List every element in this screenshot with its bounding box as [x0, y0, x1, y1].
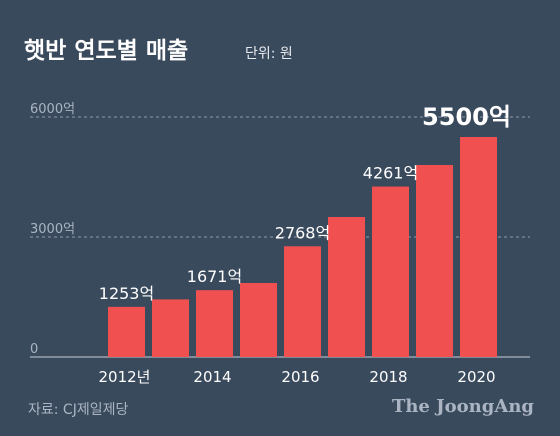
bar	[240, 283, 277, 357]
data-label: 1253억	[99, 284, 154, 303]
y-tick-label: 0	[30, 342, 38, 357]
bar	[460, 137, 497, 357]
data-label: 2768억	[275, 223, 330, 242]
bar	[152, 299, 189, 357]
bar	[416, 165, 453, 357]
x-axis-tick-labels: 2012년 2014 2016 2018 2020	[99, 368, 496, 386]
y-tick-label: 3000억	[30, 222, 75, 237]
bar	[108, 306, 145, 357]
bars	[108, 137, 497, 357]
bar	[284, 246, 321, 357]
publisher-logo: The JoongAng	[392, 396, 534, 417]
x-tick-label: 2020	[457, 368, 495, 386]
data-label: 5500억	[422, 103, 511, 131]
x-tick-label: 2018	[369, 368, 407, 386]
y-tick-label: 6000억	[30, 102, 75, 117]
x-tick-label: 2016	[281, 368, 319, 386]
bar	[328, 217, 365, 357]
y-axis-tick-labels: 0 3000억 6000억	[30, 102, 75, 357]
data-label: 1671억	[187, 267, 242, 286]
x-tick-label: 2012년	[99, 368, 151, 386]
bar	[372, 186, 409, 357]
x-tick-label: 2014	[193, 368, 231, 386]
data-label: 4261억	[363, 164, 418, 183]
data-labels: 1253억 1671억 2768억 4261억 5500억	[99, 103, 511, 303]
source-note: 자료: CJ제일제당	[28, 402, 128, 418]
unit-note: 단위: 원	[245, 46, 293, 62]
chart-title: 햇반 연도별 매출	[24, 38, 188, 64]
bar	[196, 290, 233, 357]
